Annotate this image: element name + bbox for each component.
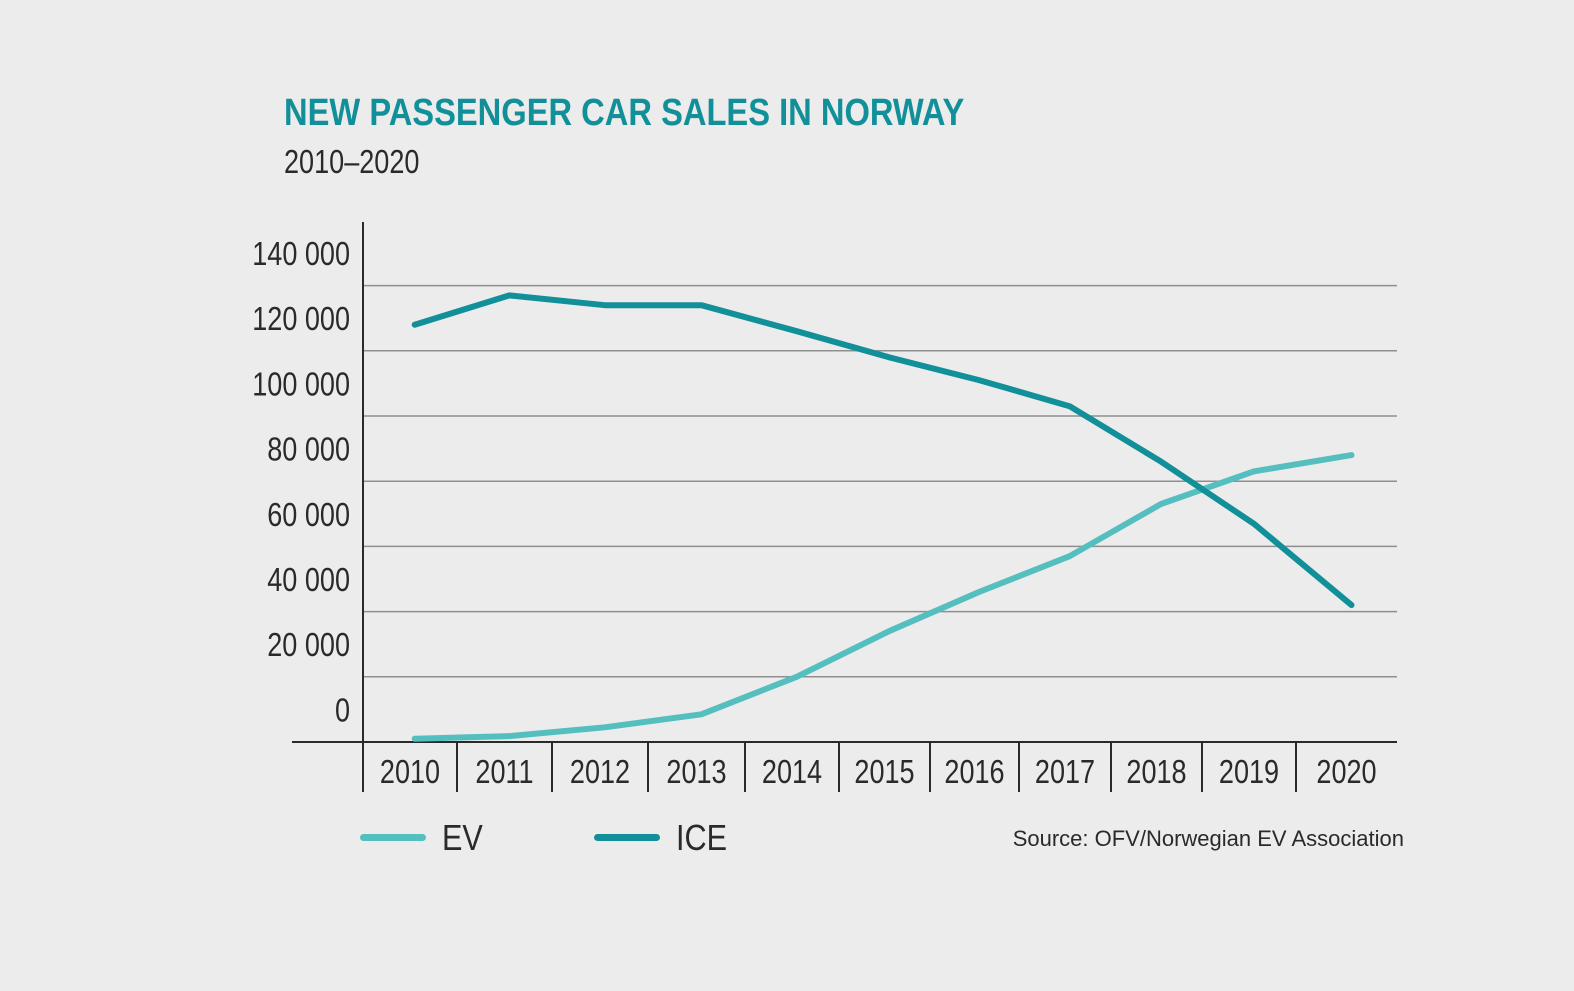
x-tick-label: 2015 [854, 755, 914, 791]
x-tick-label: 2017 [1035, 755, 1095, 791]
y-tick-label: 100 000 [252, 367, 350, 403]
series-line-ice [411, 292, 1355, 609]
y-tick-label: 20 000 [267, 628, 350, 664]
y-tick-label: 40 000 [267, 563, 350, 599]
x-axis-tick-labels: 2010 2011 2012 2013 2014 2015 2016 2017 2018 2019… [380, 755, 1377, 791]
legend-swatch-ev [360, 834, 426, 841]
source-note: Source: OFV/Norwegian EV Association [1012, 826, 1404, 851]
x-tick-label: 2020 [1316, 755, 1376, 791]
y-tick-label: 60 000 [267, 497, 350, 533]
x-tick-label: 2012 [570, 755, 630, 791]
series-lines [411, 292, 1355, 742]
x-tick-label: 2011 [475, 755, 533, 791]
axes [292, 222, 1397, 792]
chart-subtitle: 2010–2020 [284, 143, 420, 180]
y-tick-label: 0 [335, 693, 350, 729]
legend-label-ev: EV [442, 817, 483, 858]
chart-title: NEW PASSENGER CAR SALES IN NORWAY [284, 92, 965, 134]
x-tick-label: 2014 [762, 755, 822, 791]
legend-swatch-ice [594, 834, 660, 841]
x-tick-label: 2018 [1126, 755, 1186, 791]
y-axis-tick-labels: 0 20 000 40 000 60 000 80 000 100 000 120 000 1… [252, 237, 350, 729]
x-tick-label: 2016 [944, 755, 1004, 791]
gridlines [363, 284, 1397, 678]
y-tick-label: 80 000 [267, 432, 350, 468]
x-tick-label: 2013 [666, 755, 726, 791]
y-tick-label: 120 000 [252, 302, 350, 338]
y-tick-label: 140 000 [252, 237, 350, 273]
legend-label-ice: ICE [676, 817, 728, 858]
x-tick-label: 2010 [380, 755, 440, 791]
x-tick-label: 2019 [1219, 755, 1279, 791]
series-line-ev [411, 452, 1355, 742]
